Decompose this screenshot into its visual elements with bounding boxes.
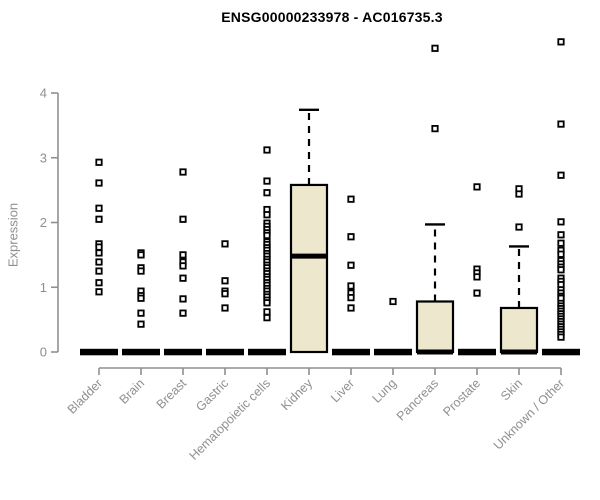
y-tick-label: 4 <box>40 86 47 101</box>
outlier-point-unknown-other <box>557 218 565 226</box>
y-tick-label: 0 <box>40 345 47 360</box>
outlier-point-breast <box>179 295 187 303</box>
outlier-point-breast <box>179 309 187 317</box>
x-axis-category-label: Unknown / Other <box>491 376 567 452</box>
outlier-point-unknown-other <box>557 333 565 341</box>
x-axis-category-label: Bladder <box>65 376 105 416</box>
outlier-point-hematopoietic-cells <box>263 231 271 240</box>
outlier-point-gastric <box>221 290 229 298</box>
y-tick-label: 3 <box>40 150 47 165</box>
outlier-point-liver <box>347 233 355 241</box>
outlier-point-unknown-other <box>557 250 565 258</box>
outlier-point-hematopoietic-cells <box>263 177 271 185</box>
outlier-point-bladder <box>95 179 103 187</box>
outlier-point-gastric <box>221 240 229 248</box>
outlier-point-brain <box>137 294 145 302</box>
x-axis-category-label: Prostate <box>440 376 483 419</box>
outlier-point-bladder <box>95 215 103 223</box>
outlier-point-breast <box>179 215 187 223</box>
outlier-point-hematopoietic-cells <box>263 299 271 307</box>
chart-title: ENSG00000233978 - AC016735.3 <box>221 9 443 25</box>
collapsed-box-gastric <box>206 348 244 356</box>
outlier-point-bladder <box>95 243 103 251</box>
x-axis-category-label: Brain <box>117 376 148 407</box>
x-axis-category-label: Liver <box>328 376 357 405</box>
outlier-point-liver <box>347 195 355 203</box>
x-axis-category-label: Lung <box>370 376 400 406</box>
outlier-point-gastric <box>221 304 229 312</box>
outlier-point-hematopoietic-cells <box>263 146 271 154</box>
outlier-point-bladder <box>95 249 103 257</box>
outlier-point-prostate <box>473 273 481 281</box>
x-axis-category-label: Gastric <box>193 376 231 414</box>
x-axis-category-label: Kidney <box>278 376 315 413</box>
outlier-point-unknown-other <box>557 120 565 128</box>
collapsed-box-lung <box>374 348 412 356</box>
outlier-point-breast <box>179 168 187 176</box>
outlier-point-liver <box>347 282 355 290</box>
outlier-point-brain <box>137 309 145 317</box>
outlier-point-hematopoietic-cells <box>263 308 271 316</box>
collapsed-box-breast <box>164 348 202 356</box>
box-skin <box>499 306 539 354</box>
outlier-point-brain <box>137 320 145 328</box>
outlier-point-unknown-other <box>557 266 565 274</box>
box-kidney <box>289 183 329 354</box>
outlier-point-bladder <box>95 288 103 296</box>
outlier-point-brain <box>137 267 145 275</box>
y-tick-label: 2 <box>40 215 47 230</box>
collapsed-box-bladder <box>80 348 118 356</box>
x-axis-category-label: Pancreas <box>394 376 441 423</box>
collapsed-box-hematopoietic-cells <box>248 348 286 356</box>
outlier-point-bladder <box>95 158 103 166</box>
outlier-point-skin <box>515 223 523 231</box>
outlier-point-liver <box>347 261 355 269</box>
box-pancreas <box>415 300 455 354</box>
outlier-point-brain <box>137 251 145 259</box>
x-axis-category-label: Breast <box>154 376 190 412</box>
outlier-point-unknown-other <box>557 171 565 179</box>
x-axis-category-label: Skin <box>498 376 525 403</box>
collapsed-box-brain <box>122 348 160 356</box>
y-tick-label: 1 <box>40 280 47 295</box>
collapsed-box-prostate <box>458 348 496 356</box>
outlier-point-bladder <box>95 204 103 212</box>
outlier-point-prostate <box>473 183 481 191</box>
collapsed-box-unknown-other <box>542 348 580 356</box>
outlier-point-gastric <box>221 277 229 285</box>
outlier-point-unknown-other <box>557 239 565 247</box>
outlier-point-pancreas <box>431 125 439 133</box>
outlier-point-liver <box>347 304 355 312</box>
outlier-point-breast <box>179 262 187 270</box>
outlier-point-hematopoietic-cells <box>263 314 271 322</box>
outlier-point-unknown-other <box>557 38 565 46</box>
outlier-point-liver <box>347 294 355 302</box>
collapsed-box-liver <box>332 348 370 356</box>
outlier-point-bladder <box>95 279 103 287</box>
outlier-point-unknown-other <box>557 231 565 239</box>
outlier-point-breast <box>179 274 187 282</box>
outlier-point-skin <box>515 190 523 198</box>
outlier-point-pancreas <box>431 44 439 52</box>
outlier-point-bladder <box>95 258 103 266</box>
outlier-point-bladder <box>95 267 103 275</box>
outlier-point-prostate <box>473 289 481 297</box>
outlier-point-lung <box>389 297 397 306</box>
outlier-point-hematopoietic-cells <box>263 211 271 219</box>
x-axis-category-label: Hematopoietic cells <box>187 376 274 463</box>
outlier-point-hematopoietic-cells <box>263 189 271 197</box>
outlier-point-breast <box>179 251 187 259</box>
